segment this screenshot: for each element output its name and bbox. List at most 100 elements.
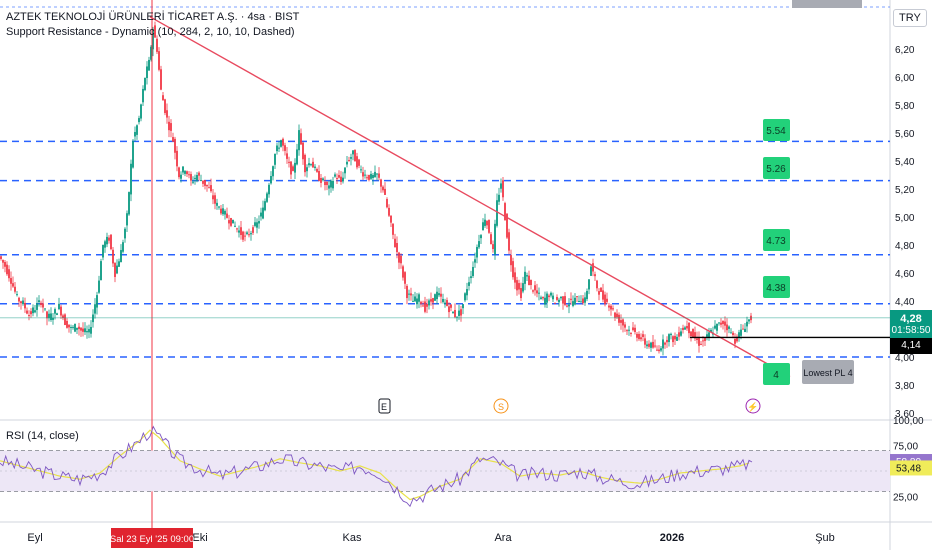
candle-body bbox=[716, 323, 718, 331]
price-tick-label: 3,80 bbox=[895, 381, 915, 392]
candle-body bbox=[540, 297, 542, 299]
candle-body bbox=[362, 172, 364, 177]
candle-body bbox=[58, 303, 60, 310]
candle-body bbox=[180, 174, 182, 179]
event-text: E bbox=[381, 402, 387, 412]
candle-body bbox=[616, 313, 618, 318]
candle-body bbox=[326, 181, 328, 186]
candle-body bbox=[20, 301, 22, 304]
candle-body bbox=[320, 178, 322, 183]
price-tick-label: 5,40 bbox=[895, 157, 915, 168]
candle-body bbox=[60, 306, 62, 316]
candle-body bbox=[38, 300, 40, 303]
candle-body bbox=[50, 313, 52, 321]
candle-body bbox=[154, 25, 156, 38]
candle-body bbox=[498, 194, 500, 202]
price-tick-label: 5,80 bbox=[895, 101, 915, 112]
candle-body bbox=[84, 328, 86, 333]
currency-label[interactable]: TRY bbox=[893, 9, 927, 27]
rsi-ma-line bbox=[0, 429, 750, 501]
candle-body bbox=[582, 298, 584, 304]
candle-body bbox=[360, 169, 362, 171]
candle-body bbox=[538, 292, 540, 294]
indicator-title: Support Resistance - Dynamic (10, 284, 2… bbox=[6, 26, 295, 38]
candle-body bbox=[576, 296, 578, 298]
event-marker-2: ⚡ bbox=[745, 398, 761, 414]
candle-body bbox=[518, 283, 520, 290]
lowest-pl-text: Lowest PL 4 bbox=[803, 368, 852, 378]
candle-body bbox=[500, 183, 502, 189]
rsi-ma-text: 53,48 bbox=[896, 463, 921, 474]
event-circle bbox=[493, 398, 509, 414]
candle-body bbox=[176, 150, 178, 167]
candle-body bbox=[208, 187, 210, 189]
candle-body bbox=[462, 304, 464, 309]
candle-body bbox=[232, 219, 234, 224]
candle-body bbox=[42, 303, 44, 308]
rsi-title: RSI (14, close) bbox=[6, 430, 79, 442]
candle-body bbox=[618, 314, 620, 323]
candle-body bbox=[606, 298, 608, 302]
candle-body bbox=[12, 283, 14, 287]
candle-body bbox=[310, 164, 312, 166]
candle-body bbox=[80, 327, 82, 331]
candle-body bbox=[668, 334, 670, 343]
candle-body bbox=[96, 295, 98, 308]
candle-body bbox=[686, 326, 688, 329]
candle-body bbox=[662, 339, 664, 349]
candle-body bbox=[672, 336, 674, 343]
price-tick-label: 4,80 bbox=[895, 241, 915, 252]
time-label-3: Ara bbox=[494, 532, 512, 544]
candle-body bbox=[478, 241, 480, 248]
candle-body bbox=[146, 66, 148, 79]
candle-body bbox=[210, 185, 212, 192]
candle-body bbox=[472, 266, 474, 277]
candle-body bbox=[90, 326, 92, 334]
price-tick-label: 3,60 bbox=[895, 409, 915, 420]
candle-body bbox=[10, 278, 12, 284]
candle-body bbox=[664, 342, 666, 345]
candle-body bbox=[562, 296, 564, 304]
candle-body bbox=[202, 180, 204, 184]
candle-body bbox=[432, 298, 434, 303]
candle-body bbox=[410, 293, 412, 296]
sr-label-3: 4.38 bbox=[763, 276, 790, 298]
candle-body bbox=[376, 173, 378, 175]
candle-body bbox=[22, 300, 24, 305]
candle-body bbox=[688, 322, 690, 334]
event-text: S bbox=[498, 402, 504, 412]
candle-body bbox=[548, 295, 550, 298]
candle-body bbox=[214, 195, 216, 204]
candle-body bbox=[710, 329, 712, 333]
candle-body bbox=[222, 208, 224, 215]
candle-body bbox=[632, 327, 634, 331]
candle-body bbox=[148, 59, 150, 71]
candle-body bbox=[748, 319, 750, 322]
candle-body bbox=[494, 223, 496, 255]
candle-body bbox=[342, 177, 344, 182]
candle-body bbox=[130, 163, 132, 195]
candle-body bbox=[194, 177, 196, 179]
candle-body bbox=[356, 156, 358, 168]
event-text: ⚡ bbox=[747, 401, 758, 413]
candle-body bbox=[510, 255, 512, 266]
candle-body bbox=[464, 293, 466, 301]
candle-body bbox=[136, 125, 138, 135]
candle-body bbox=[302, 142, 304, 160]
candle-body bbox=[348, 159, 350, 161]
candle-body bbox=[708, 332, 710, 338]
candle-body bbox=[564, 296, 566, 305]
candle-body bbox=[216, 202, 218, 206]
price-tick-label: 6,00 bbox=[895, 73, 915, 84]
candle-body bbox=[554, 302, 556, 304]
candle-body bbox=[242, 231, 244, 240]
time-label-5: Şub bbox=[815, 532, 835, 544]
candle-body bbox=[684, 327, 686, 330]
candle-body bbox=[528, 275, 530, 286]
candle-body bbox=[142, 88, 144, 103]
event-marker-1: S bbox=[493, 398, 509, 414]
candle-body bbox=[132, 141, 134, 168]
candle-body bbox=[316, 169, 318, 172]
candle-body bbox=[744, 328, 746, 332]
